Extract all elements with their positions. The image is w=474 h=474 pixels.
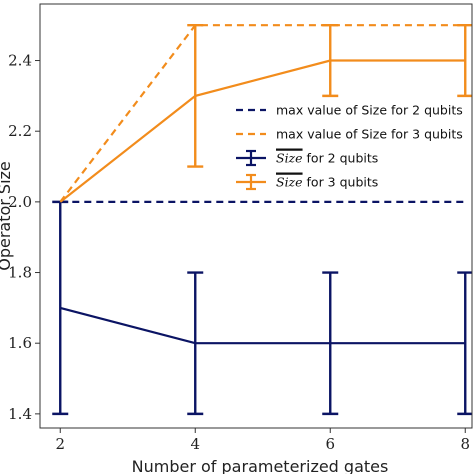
y-tick-label: 2.4 xyxy=(8,52,32,70)
legend-suffix: for 2 qubits xyxy=(303,151,379,166)
x-axis-label: Number of parameterized gates xyxy=(132,457,389,474)
series-line-4 xyxy=(59,59,466,203)
x-tick-label: 6 xyxy=(325,435,335,453)
axes-frame xyxy=(39,3,473,429)
y-tick-label: 1.6 xyxy=(8,334,32,352)
legend-label-2: max value of Size for 3 qubits xyxy=(276,127,463,142)
x-tick-label: 2 xyxy=(55,435,65,453)
legend-suffix: for 3 qubits xyxy=(303,175,379,190)
legend: max value of Size for 2 qubits max value … xyxy=(236,103,463,191)
plot-area xyxy=(52,24,472,416)
series-line-2 xyxy=(59,24,466,203)
y-tick-label: 1.8 xyxy=(8,264,32,282)
y-axis-label: Operator Size xyxy=(0,161,14,271)
legend-label-4: Size for 3 qubits xyxy=(276,175,378,190)
y-tick-label: 2.0 xyxy=(8,193,32,211)
x-tick-label: 8 xyxy=(460,435,470,453)
x-tick-label: 4 xyxy=(190,435,200,453)
legend-symbol: Size xyxy=(276,151,303,166)
series-line-3 xyxy=(60,306,466,345)
legend-label-3: Size for 2 qubits xyxy=(276,151,378,166)
y-tick-label: 2.2 xyxy=(8,122,32,140)
legend-label-1: max value of Size for 2 qubits xyxy=(276,103,463,118)
y-tick-label: 1.4 xyxy=(8,405,32,423)
legend-symbol: Size xyxy=(276,175,303,190)
axes: 2 4 6 8 1.4 1.6 1.8 2.0 2.2 2.4 Number of paramete… xyxy=(0,3,473,474)
